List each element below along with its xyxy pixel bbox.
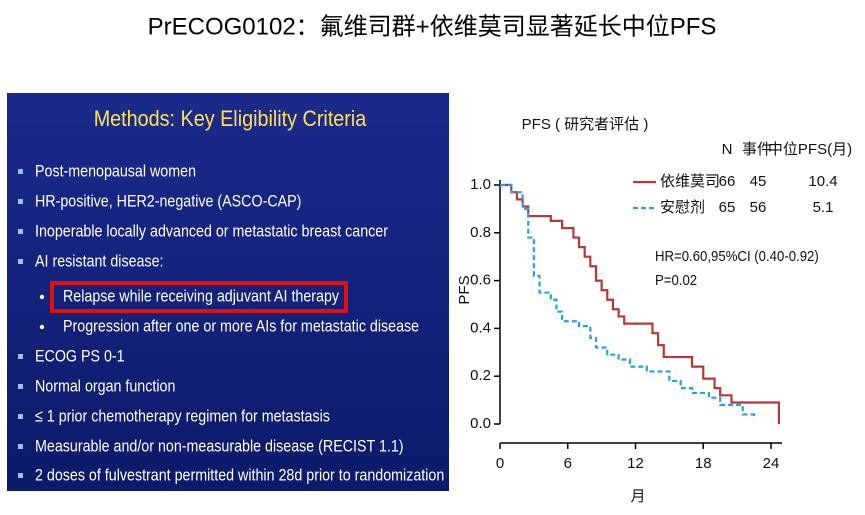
median-value: 5.1 xyxy=(813,199,834,216)
y-tick-label: 1.0 xyxy=(470,176,491,193)
criterion: 2 doses of fulvestrant permitted within … xyxy=(35,466,444,484)
legend-label: 安慰剂 xyxy=(660,198,705,216)
criterion: Post-menopausal women xyxy=(35,162,196,180)
criterion: ≤ 1 prior chemotherapy regimen for metas… xyxy=(35,407,330,425)
bullet xyxy=(18,229,23,234)
slide-title: PrECOG0102：氟维司群+依维莫司显著延长中位PFS xyxy=(148,13,717,40)
criterion: ECOG PS 0-1 xyxy=(35,347,125,365)
sub-bullet xyxy=(39,294,45,300)
y-tick-label: 0.8 xyxy=(470,224,491,241)
table-header: 中位PFS(月) xyxy=(768,141,852,158)
n-value: 65 xyxy=(719,199,736,216)
y-tick-label: 0.4 xyxy=(470,319,491,336)
panel-background xyxy=(7,93,449,491)
x-tick-label: 6 xyxy=(564,455,572,472)
y-tick-label: 0.2 xyxy=(470,367,491,384)
events-value: 45 xyxy=(750,173,767,190)
criterion: Normal organ function xyxy=(35,377,175,395)
highlight-box xyxy=(50,281,348,313)
bullet xyxy=(18,199,23,204)
x-axis-label: 月 xyxy=(630,488,645,505)
x-tick-label: 18 xyxy=(695,455,712,472)
events-value: 56 xyxy=(750,199,767,216)
x-tick-label: 24 xyxy=(763,455,780,472)
criterion: Relapse while receiving adjuvant AI ther… xyxy=(63,287,339,305)
median-value: 10.4 xyxy=(808,173,837,190)
y-tick-label: 0.0 xyxy=(470,415,491,432)
km-chart: PFS ( 研究者评估 ) PFS 月 0.0 0.2 0.4 0.6 0.8 1.0 0 6… xyxy=(456,116,852,505)
sub-bullet xyxy=(39,324,45,330)
n-value: 66 xyxy=(719,173,736,190)
annotation: HR=0.60,95%CI (0.40-0.92) xyxy=(655,247,819,264)
criterion: HR-positive, HER2-negative (ASCO-CAP) xyxy=(35,192,301,210)
x-tick-label: 0 xyxy=(496,455,504,472)
bullet-list: Post-menopausal women HR-positive, HER2-n… xyxy=(18,162,444,485)
bullet xyxy=(18,259,23,264)
survival-curve xyxy=(500,183,756,420)
survival-curve xyxy=(500,183,781,424)
bullet xyxy=(18,169,23,174)
criterion: AI resistant disease: xyxy=(35,252,163,270)
bullet xyxy=(18,473,23,478)
legend-label: 依维莫司 xyxy=(660,173,720,190)
bullet xyxy=(18,354,23,359)
y-tick-label: 0.6 xyxy=(470,272,491,289)
bullet xyxy=(18,444,23,449)
bullet xyxy=(18,414,23,419)
panel-heading: Methods: Key Eligibility Criteria xyxy=(94,107,367,131)
y-axis-label: PFS xyxy=(456,275,473,304)
criterion: Progression after one or more AIs for me… xyxy=(63,317,419,335)
table-header: N xyxy=(722,141,733,158)
table-header: 事件 xyxy=(742,141,772,158)
criterion: Inoperable locally advanced or metastati… xyxy=(35,222,388,240)
annotation: P=0.02 xyxy=(655,271,697,288)
criterion: Measurable and/or non-measurable disease… xyxy=(35,437,404,455)
bullet xyxy=(18,384,23,389)
x-tick-label: 12 xyxy=(627,455,644,472)
chart-title: PFS ( 研究者评估 ) xyxy=(522,116,649,133)
